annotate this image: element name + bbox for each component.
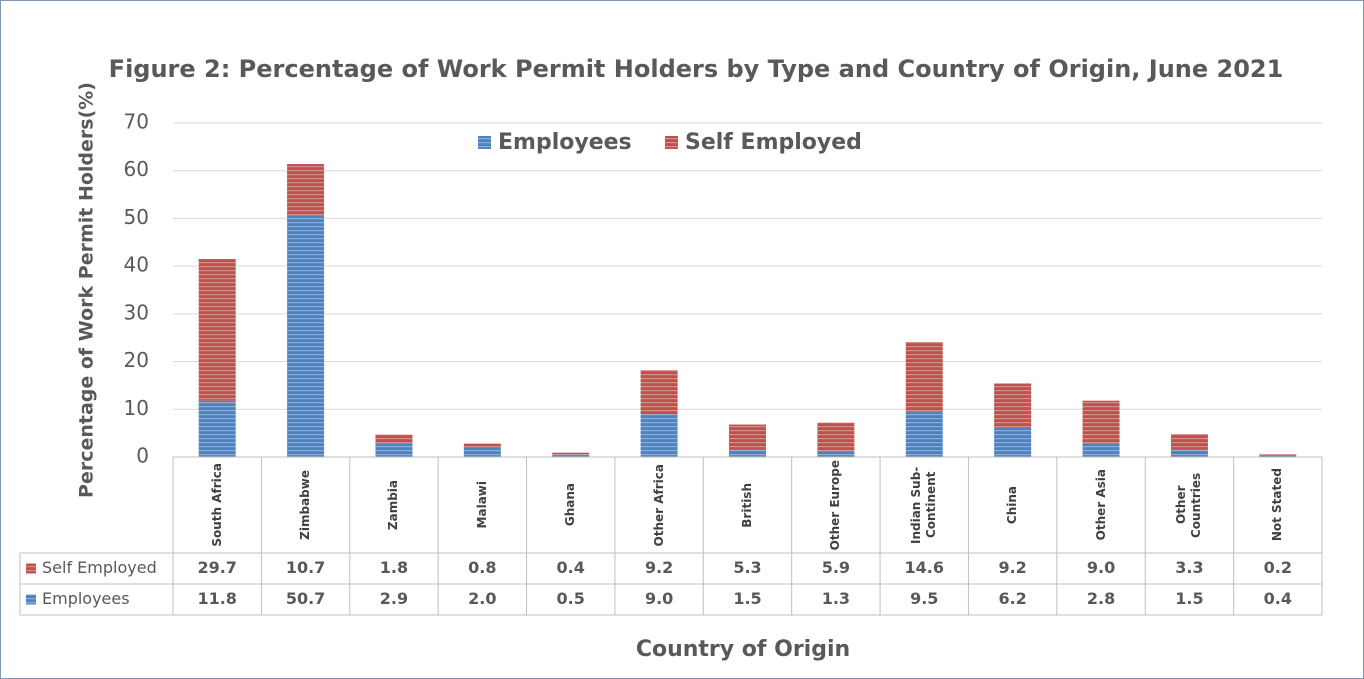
y-tick-label: 60 — [124, 157, 149, 181]
x-tick-label: Not Stated — [1270, 468, 1285, 542]
x-tick-label-box: Ghana — [527, 459, 615, 551]
bar-segment — [994, 427, 1032, 457]
x-tick-label: Zambia — [386, 479, 401, 531]
y-tick-label: 40 — [124, 253, 149, 277]
bar-segment — [1082, 400, 1120, 444]
bar-segment — [1082, 443, 1120, 457]
table-cell: 0.5 — [557, 589, 585, 608]
table-cell: 10.7 — [286, 558, 325, 577]
bar-segment — [905, 342, 943, 412]
x-tick-label-box: South Africa — [173, 459, 261, 551]
x-tick-label: Ghana — [563, 483, 578, 527]
bar-segment — [198, 400, 236, 457]
table-row-label: Self Employed — [42, 558, 157, 577]
x-tick-label: China — [1005, 485, 1020, 525]
x-tick-label-box: Other Africa — [615, 459, 703, 551]
bar-segment — [198, 258, 236, 401]
x-tick-label-box: China — [968, 459, 1056, 551]
table-row-label: Employees — [42, 589, 130, 608]
legend-swatch — [478, 136, 491, 149]
x-tick-label: Other Europe — [828, 459, 843, 551]
x-tick-label: South Africa — [209, 463, 224, 547]
legend-label: Self Employed — [685, 130, 862, 155]
x-tick-label: Other Countries — [1174, 472, 1204, 538]
y-tick-label: 20 — [124, 348, 149, 372]
table-cell: 6.2 — [998, 589, 1026, 608]
table-cell: 9.5 — [910, 589, 938, 608]
legend-label: Employees — [498, 130, 632, 155]
bar-segment — [287, 215, 325, 457]
y-tick-label: 10 — [124, 396, 149, 420]
bar-segment — [1170, 449, 1208, 457]
table-legend-key — [26, 563, 36, 574]
bar-segment — [905, 411, 943, 457]
y-tick-label: 70 — [124, 110, 149, 134]
table-cell: 1.3 — [822, 589, 850, 608]
bar-segment — [552, 452, 590, 455]
bar-segment — [817, 422, 855, 451]
bar-segment — [463, 443, 501, 448]
x-tick-label-box: Other Asia — [1057, 459, 1145, 551]
bar-segment — [817, 450, 855, 457]
table-cell: 9.2 — [645, 558, 673, 577]
x-tick-label-box: Indian Sub-Continent — [880, 459, 968, 551]
x-tick-label: Malawi — [474, 481, 489, 529]
x-tick-label: Zimbabwe — [298, 470, 313, 540]
table-cell: 2.9 — [380, 589, 408, 608]
table-legend-key — [26, 594, 36, 605]
bar-segment — [375, 443, 413, 457]
x-tick-label: Indian Sub-Continent — [909, 466, 939, 544]
bar-segment — [640, 414, 678, 457]
table-cell: 0.8 — [468, 558, 496, 577]
y-axis-title: Percentage of Work Permit Holders(%) — [76, 82, 98, 498]
table-cell: 2.8 — [1087, 589, 1115, 608]
table-cell: 50.7 — [286, 589, 325, 608]
bar-segment — [1259, 454, 1297, 456]
x-tick-label-box: Zimbabwe — [261, 459, 349, 551]
bar-segment — [552, 454, 590, 457]
x-tick-label: Other Africa — [651, 463, 666, 547]
x-tick-label-box: Malawi — [438, 459, 526, 551]
y-tick-label: 30 — [124, 300, 149, 324]
table-cell: 3.3 — [1175, 558, 1203, 577]
table-cell: 0.2 — [1264, 558, 1292, 577]
table-cell: 11.8 — [197, 589, 236, 608]
y-tick-label: 50 — [124, 205, 149, 229]
bar-segment — [729, 449, 766, 457]
bar-segment — [1170, 434, 1208, 450]
x-tick-label-box: Other Europe — [792, 459, 880, 551]
table-cell: 1.5 — [1175, 589, 1203, 608]
table-cell: 9.0 — [1087, 558, 1115, 577]
table-cell: 29.7 — [197, 558, 236, 577]
x-tick-label: British — [739, 482, 754, 528]
bar-segment — [375, 434, 413, 444]
x-tick-label-box: British — [703, 459, 791, 551]
y-tick-label: 0 — [136, 444, 149, 468]
bar-segment — [729, 424, 766, 450]
x-axis-title: Country of Origin — [636, 637, 850, 662]
table-cell: 1.8 — [380, 558, 408, 577]
x-tick-label-box: Other Countries — [1145, 459, 1233, 551]
x-tick-label-box: Zambia — [350, 459, 438, 551]
table-cell: 0.4 — [557, 558, 585, 577]
table-cell: 2.0 — [468, 589, 496, 608]
table-cell: 14.6 — [905, 558, 944, 577]
table-cell: 9.2 — [998, 558, 1026, 577]
x-tick-label: Other Asia — [1093, 469, 1108, 541]
bar-segment — [463, 447, 501, 457]
table-cell: 9.0 — [645, 589, 673, 608]
table-cell: 5.3 — [733, 558, 761, 577]
legend-swatch — [665, 136, 678, 149]
chart-title: Figure 2: Percentage of Work Permit Hold… — [109, 55, 1284, 83]
table-cell: 1.5 — [733, 589, 761, 608]
bar-segment — [1259, 455, 1297, 457]
table-cell: 0.4 — [1264, 589, 1292, 608]
table-cell: 5.9 — [822, 558, 850, 577]
bar-segment — [640, 370, 678, 415]
x-tick-label-box: Not Stated — [1234, 459, 1322, 551]
bar-segment — [994, 383, 1032, 428]
bar-segment — [287, 164, 325, 216]
